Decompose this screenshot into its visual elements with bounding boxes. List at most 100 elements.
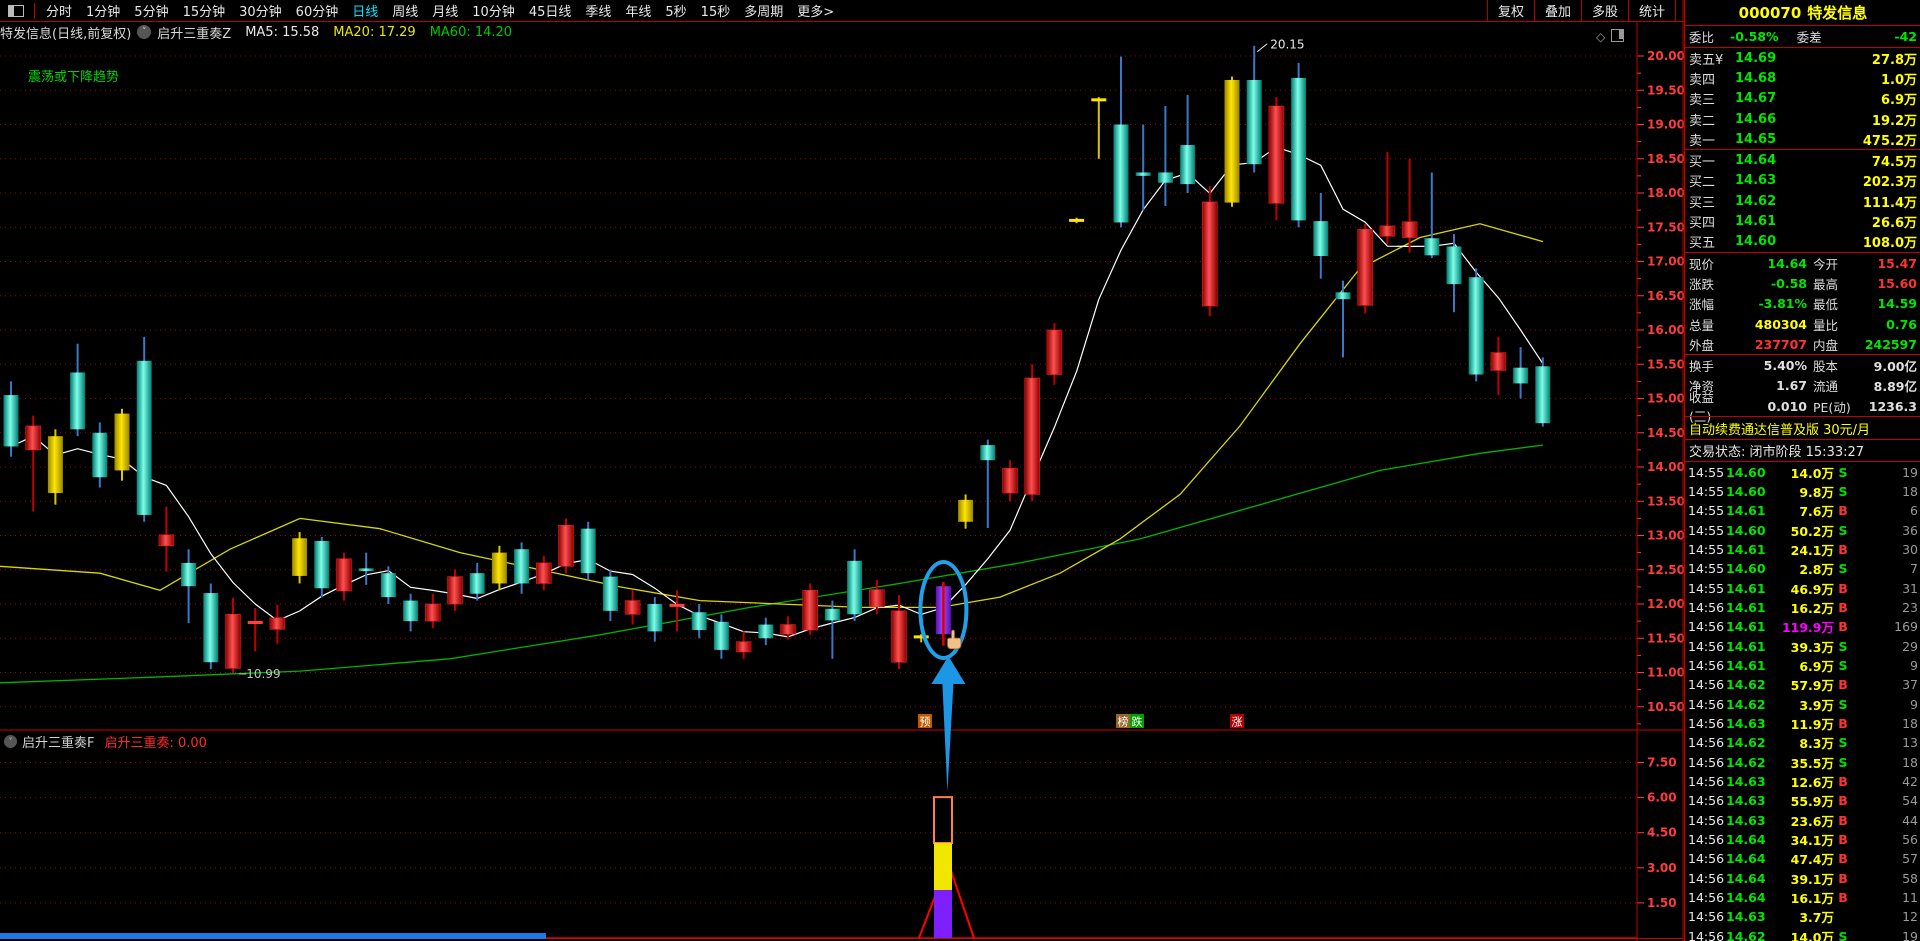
sub-spike-right: [949, 867, 975, 939]
sub-bar-segment: [934, 842, 952, 891]
promo-banner[interactable]: 自动续费通达信普及版 30元/月: [1685, 416, 1920, 441]
overlay-indicator-name[interactable]: 启升三重奏Z: [157, 26, 232, 42]
sell-row: 卖一 14.65 475.2万: [1689, 131, 1917, 149]
sell-queue: 卖五¥ 14.69 27.8万 卖四 14.68 1.0万 卖三 14.67 6.9万 卖二 14.…: [1685, 48, 1920, 149]
svg-text:预: 预: [920, 716, 931, 729]
svg-text:4.50: 4.50: [1647, 826, 1677, 840]
stats-block: 现价 14.64 今开 15.47 涨跌 -0.58 最高 15.60 涨幅 -3.81% 最低 14…: [1685, 253, 1920, 424]
tick-row: 14:56 14.64 39.1万 B 58: [1688, 870, 1918, 887]
period-tab-30分钟[interactable]: 30分钟: [239, 5, 282, 20]
period-tab-15秒[interactable]: 15秒: [700, 5, 731, 20]
tick-row: 14:56 14.62 3.9万 S 9: [1688, 696, 1918, 713]
tick-row: 14:56 14.61 6.9万 S 9: [1688, 657, 1918, 674]
toolbar-button-叠加[interactable]: 叠加: [1533, 0, 1581, 21]
tick-row: 14:56 14.64 16.1万 B 11: [1688, 890, 1918, 907]
sub-indicator-value: 启升三重奏: 0.00: [104, 735, 207, 751]
tick-row: 14:56 14.61 16.2万 B 23: [1688, 599, 1918, 616]
tick-row: 14:55 14.60 14.0万 S 19: [1688, 464, 1918, 481]
tick-row: 14:56 14.62 14.0万 S 19: [1688, 928, 1918, 941]
svg-text:榜: 榜: [1118, 715, 1129, 729]
ma5-line: [10, 146, 1544, 638]
toolbar-button-复权[interactable]: 复权: [1486, 0, 1534, 21]
period-tab-1分钟[interactable]: 1分钟: [86, 5, 121, 20]
stock-info-panel: 000070 特发信息 委比 -0.58% 委差 -42 卖五¥ 14.69 27.…: [1684, 0, 1920, 941]
chevron-down-icon[interactable]: ˅: [4, 734, 17, 748]
tick-row: 14:56 14.63 12.6万 B 42: [1688, 774, 1918, 791]
stock-title: 000070 特发信息: [1685, 0, 1920, 26]
period-tab-年线[interactable]: 年线: [625, 5, 652, 20]
stat-row: 涨跌 -0.58 最高 15.60: [1689, 275, 1917, 292]
signal-badge: [918, 714, 932, 728]
svg-text:3.00: 3.00: [1647, 861, 1677, 875]
toolbar-button-多股[interactable]: 多股: [1580, 0, 1628, 21]
svg-text:10.50: 10.50: [1647, 700, 1684, 714]
tick-row: 14:55 14.61 24.1万 B 30: [1688, 541, 1918, 558]
sell-row: 卖四 14.68 1.0万: [1689, 70, 1917, 88]
svg-text:18.00: 18.00: [1647, 186, 1684, 200]
svg-text:13.50: 13.50: [1647, 494, 1684, 508]
period-tab-更多>[interactable]: 更多>: [797, 5, 835, 20]
tick-row: 14:56 14.63 3.7万 12: [1688, 909, 1918, 926]
stock-name: 特发信息: [1807, 4, 1868, 22]
sub-bar-segment: [934, 890, 952, 938]
weicha-value: -42: [1894, 29, 1917, 44]
svg-text:11.00: 11.00: [1647, 666, 1684, 680]
period-tab-日线[interactable]: 日线: [352, 5, 379, 20]
sub-indicator-name[interactable]: 启升三重奏F: [22, 735, 95, 751]
toolbar-button-统计[interactable]: 统计: [1628, 0, 1675, 21]
weibi-label: 委比: [1689, 30, 1715, 45]
diamond-icon[interactable]: ◇: [1596, 30, 1612, 44]
tick-row: 14:56 14.63 55.9万 B 54: [1688, 793, 1918, 810]
weibi-row: 委比 -0.58% 委差 -42: [1685, 26, 1920, 48]
buy-row: 买四 14.61 26.6万: [1689, 214, 1917, 232]
chevron-down-icon[interactable]: ˅: [137, 25, 152, 39]
tick-row: 14:56 14.64 47.4万 B 57: [1688, 851, 1918, 868]
weicha-label: 委差: [1796, 30, 1822, 45]
period-tab-10分钟[interactable]: 10分钟: [472, 5, 515, 20]
ma60-line: [0, 444, 1544, 684]
candlestick-chart[interactable]: 20.00 19.50 19.00 18.50 18.00 17.50 17.00 16.50…: [0, 0, 1684, 941]
window-icon[interactable]: [8, 4, 24, 17]
period-tab-60分钟[interactable]: 60分钟: [295, 5, 339, 20]
svg-text:涨: 涨: [1232, 716, 1243, 729]
period-tab-5分钟[interactable]: 5分钟: [134, 5, 169, 20]
stat-row: 净资 1.67 流通 8.89亿: [1689, 378, 1917, 395]
period-tabs: 分时 1分钟 5分钟 15分钟 30分钟 60分钟 日线 周线 月线 10分钟 45日线 季线 年线 5秒…: [39, 1, 841, 20]
period-tab-5秒[interactable]: 5秒: [665, 5, 687, 20]
grid-main: 20.00 19.50 19.00 18.50 18.00 17.50 17.00 16.50…: [0, 49, 1684, 910]
divider: [1685, 149, 1920, 151]
tick-row: 14:56 14.64 34.1万 B 56: [1688, 832, 1918, 849]
period-tab-月线[interactable]: 月线: [432, 5, 459, 20]
sub-bar-segment: [933, 796, 953, 844]
ma20-line: [0, 223, 1544, 609]
svg-text:跌: 跌: [1132, 715, 1143, 729]
stock-code: 000070: [1738, 3, 1802, 22]
period-tab-分时[interactable]: 分时: [46, 5, 73, 20]
chart-corner-icons: ◇: [1596, 28, 1625, 44]
stat-row: 涨幅 -3.81% 最低 14.59: [1689, 296, 1917, 313]
divider: [1685, 251, 1920, 253]
trend-annotation: 震荡或下降趋势: [28, 70, 120, 85]
tick-row: 14:56 14.63 11.9万 B 18: [1688, 715, 1918, 732]
sell-row: 卖五¥ 14.69 27.8万: [1689, 50, 1917, 68]
ma20-value: MA20: 17.29: [333, 24, 416, 40]
bottom-scroll-indicator[interactable]: [0, 933, 546, 939]
peak-price-label: 20.15: [1270, 38, 1304, 52]
candles-group: [3, 45, 1551, 674]
period-tab-15分钟[interactable]: 15分钟: [182, 5, 226, 20]
low-price-label: ─10.99: [238, 667, 281, 681]
tick-row: 14:55 14.60 50.2万 S 36: [1688, 522, 1918, 539]
period-tab-季线[interactable]: 季线: [585, 5, 612, 20]
period-tab-45日线[interactable]: 45日线: [528, 5, 572, 20]
stat-row: 外盘 237707 内盘 242597: [1689, 336, 1917, 353]
tick-list[interactable]: 14:55 14.60 14.0万 S 19 14:55 14.60 9.8万 S 18 14:55…: [1685, 462, 1920, 941]
svg-text:13.00: 13.00: [1647, 529, 1684, 543]
split-window-icon[interactable]: [1611, 29, 1625, 42]
ma5-value: MA5: 15.58: [245, 24, 320, 40]
hand-cursor-icon: [947, 629, 962, 650]
period-tab-多周期[interactable]: 多周期: [744, 5, 784, 20]
tick-row: 14:55 14.60 9.8万 S 18: [1688, 483, 1918, 500]
stat-row: 总量 480304 量比 0.76: [1689, 316, 1917, 333]
period-tab-周线[interactable]: 周线: [392, 5, 419, 20]
buy-row: 买一 14.64 74.5万: [1689, 153, 1917, 171]
